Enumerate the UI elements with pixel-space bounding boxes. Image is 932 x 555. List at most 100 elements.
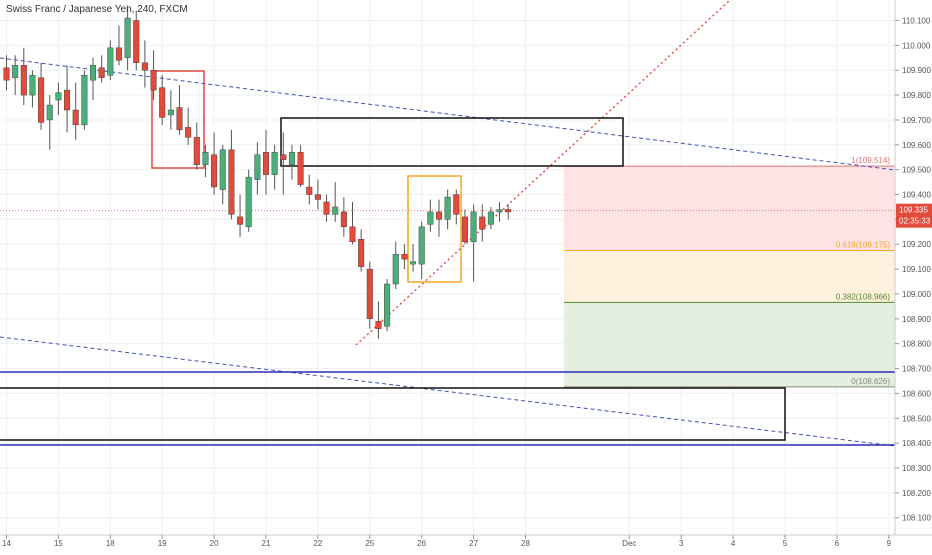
time-tick-label: 26 (417, 539, 426, 548)
candle (150, 50, 157, 101)
price-tick-label: 110.100 (902, 17, 931, 26)
box-red (151, 70, 205, 169)
current-price-badge (896, 203, 932, 228)
candle-body (245, 176, 252, 228)
candle-body (479, 216, 486, 230)
candle (3, 55, 10, 91)
current-price-label: 109.335 (899, 206, 928, 215)
candle (202, 144, 209, 178)
fib-level-label: 1(109.514) (851, 156, 890, 165)
candle-body (150, 70, 157, 91)
candle (29, 70, 36, 108)
candles (3, 5, 512, 339)
time-tick-label: 19 (158, 539, 167, 548)
price-tick-label: 109.000 (902, 290, 931, 299)
candle-body (314, 194, 321, 200)
candle-body (384, 283, 391, 327)
candle (384, 279, 391, 332)
candle-body (418, 226, 425, 265)
candle (340, 197, 347, 237)
candle (237, 194, 244, 237)
time-tick-label: 6 (835, 539, 840, 548)
candle (124, 5, 131, 71)
candle-body (124, 17, 131, 58)
candle (444, 189, 451, 230)
candle (64, 65, 71, 133)
trendline-lower (0, 336, 896, 447)
candle (211, 132, 218, 195)
candle-body (237, 216, 244, 225)
price-tick-label: 109.100 (902, 265, 931, 274)
candle (107, 40, 114, 81)
candle (288, 144, 295, 180)
price-tick-label: 108.800 (902, 340, 931, 349)
candle (306, 174, 313, 205)
candle (505, 204, 512, 220)
candle-body (46, 104, 53, 121)
price-tick-label: 109.400 (902, 191, 931, 200)
candle (461, 209, 468, 245)
time-tick-label: 15 (54, 539, 63, 548)
candle (167, 90, 174, 130)
candle-body (271, 152, 278, 175)
candle (176, 85, 183, 135)
candle-body (72, 109, 79, 126)
candle (115, 25, 122, 66)
price-tick-label: 109.800 (902, 91, 931, 100)
candle-body (297, 152, 304, 185)
candle-body (436, 211, 443, 220)
price-tick-label: 110.000 (902, 41, 931, 50)
price-tick-label: 109.200 (902, 240, 931, 249)
candle (332, 182, 339, 222)
candle (427, 199, 434, 232)
candle-body (81, 74, 88, 126)
price-tick-label: 109.900 (902, 66, 931, 75)
candle-body (64, 89, 71, 111)
candle (453, 189, 460, 225)
box-black-upper (280, 117, 624, 167)
candle-body (185, 127, 192, 138)
candle (254, 142, 261, 195)
candle-body (20, 65, 27, 96)
time-tick-label: 22 (313, 539, 322, 548)
time-tick-label: 27 (469, 539, 478, 548)
candle-body (280, 154, 287, 160)
price-tick-label: 108.500 (902, 414, 931, 423)
candle-body (107, 47, 114, 76)
candle-body (115, 47, 122, 61)
candle (323, 194, 330, 222)
candle-body (133, 20, 140, 63)
candle-body (375, 321, 382, 329)
time-tick-label: 21 (262, 539, 271, 548)
candle-body (461, 216, 468, 242)
candle (487, 206, 494, 230)
candle-body (38, 77, 45, 123)
candle-body (392, 253, 399, 285)
fib-level-label: 0(108.626) (851, 377, 890, 386)
candle (366, 261, 373, 329)
price-tick-label: 108.200 (902, 489, 931, 498)
candle-body (228, 149, 235, 215)
chart-title: Swiss Franc / Japanese Yen, 240, FXCM (6, 4, 188, 15)
price-tick-label: 108.400 (902, 439, 931, 448)
candle (392, 241, 399, 289)
fib-level-label: 0.618(109.175) (836, 240, 891, 249)
candle-body (219, 149, 226, 190)
price-tick-label: 109.500 (902, 166, 931, 175)
price-tick-label: 108.300 (902, 464, 931, 473)
candle (297, 144, 304, 188)
box-black-lower (0, 387, 786, 441)
candle-body (401, 253, 408, 260)
candle-body (323, 201, 330, 215)
candle (375, 301, 382, 339)
candle (185, 107, 192, 145)
candle-body (176, 107, 183, 131)
candle-body (3, 67, 10, 81)
candle-body (89, 65, 96, 81)
candle-body (211, 154, 218, 188)
candle (314, 179, 321, 210)
fib-zone-upper (564, 166, 895, 251)
candle (219, 144, 226, 205)
